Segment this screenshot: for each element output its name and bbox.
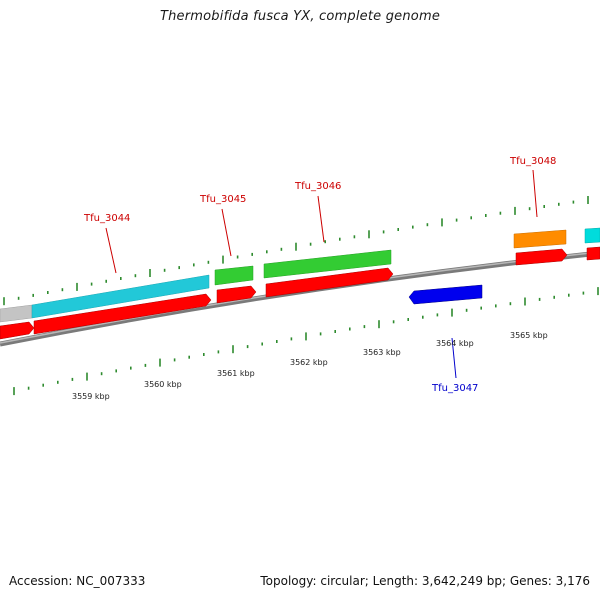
gene-labels: Tfu_3044 Tfu_3045 Tfu_3046 Tfu_3048 Tfu_… — [83, 156, 556, 394]
cog-green-segment-1[interactable] — [214, 265, 254, 286]
cog-cyan-segment[interactable] — [31, 274, 210, 319]
kbp-label-3562: 3562 kbp — [290, 358, 328, 367]
cds-arrow-tfu3045[interactable] — [216, 285, 257, 304]
cds-arrow-tfu3046[interactable] — [265, 267, 394, 298]
kbp-label-3561: 3561 kbp — [217, 369, 255, 378]
gene-label-tfu3044[interactable]: Tfu_3044 — [83, 213, 130, 224]
cds-arrow-tfu3048[interactable] — [515, 248, 568, 266]
leader-tfu3044 — [105, 227, 117, 274]
leader-tfu3046 — [317, 195, 325, 243]
cds-arrow-tfu3047[interactable] — [408, 284, 483, 305]
gene-label-tfu3045[interactable]: Tfu_3045 — [199, 194, 246, 205]
gene-label-tfu3048[interactable]: Tfu_3048 — [509, 156, 556, 167]
kbp-label-3563: 3563 kbp — [363, 348, 401, 357]
kbp-label-3559: 3559 kbp — [72, 392, 110, 401]
map-title: Thermobifida fusca YX, complete genome — [159, 9, 441, 24]
gene-label-tfu3047[interactable]: Tfu_3047 — [431, 383, 478, 394]
cog-green-segment-2[interactable] — [263, 249, 392, 279]
cog-gray-segment[interactable] — [0, 304, 33, 323]
cds-track — [0, 246, 600, 340]
cds-arrow-left[interactable] — [0, 321, 35, 340]
inner-tick-ring — [13, 287, 599, 396]
cog-orange-segment[interactable] — [513, 229, 567, 249]
leader-tfu3047 — [451, 337, 457, 379]
gene-leader-lines — [105, 169, 538, 379]
topology-text: Topology: circular; Length: 3,642,249 bp… — [260, 574, 590, 588]
cds-arrow-right[interactable] — [586, 246, 600, 261]
leader-tfu3048 — [532, 169, 538, 218]
cog-track — [0, 227, 600, 323]
gene-label-tfu3046[interactable]: Tfu_3046 — [294, 181, 341, 192]
kbp-label-3560: 3560 kbp — [144, 380, 182, 389]
leader-tfu3045 — [221, 208, 232, 257]
cog-cyan-segment-2[interactable] — [584, 227, 600, 244]
kbp-label-3565: 3565 kbp — [510, 331, 548, 340]
cds-arrow-tfu3044[interactable] — [33, 293, 212, 335]
outer-tick-ring — [3, 196, 589, 306]
accession-text: Accession: NC_007333 — [9, 574, 146, 588]
kbp-label-3564: 3564 kbp — [436, 339, 474, 348]
kbp-scale-labels: 3559 kbp 3560 kbp 3561 kbp 3562 kbp 3563… — [72, 331, 548, 401]
